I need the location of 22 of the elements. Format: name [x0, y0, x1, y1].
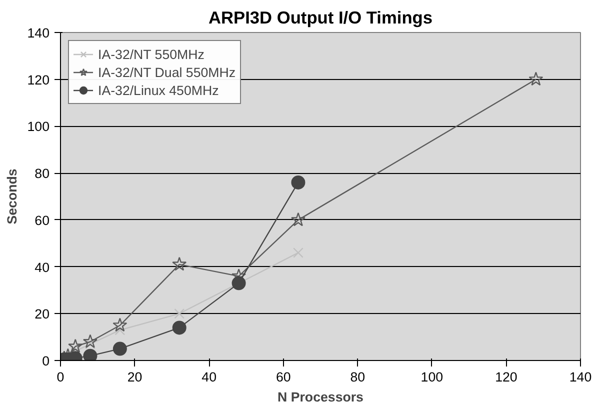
legend-label: IA-32/NT Dual 550MHz — [98, 64, 236, 81]
x-axis-title: N Processors — [278, 390, 364, 404]
x-tick-label: 40 — [202, 370, 216, 384]
y-tick-label: 140 — [27, 26, 50, 40]
y-tick-label: 60 — [34, 212, 50, 228]
y-tick-label: 100 — [27, 119, 50, 134]
y-tick-label: 40 — [34, 260, 50, 275]
x-tick-label: 20 — [127, 370, 142, 384]
y-tick-label: 0 — [42, 354, 50, 368]
x-tick-label: 120 — [495, 370, 518, 384]
x-tick-label: 140 — [569, 370, 592, 384]
legend-label: IA-32/Linux 450MHz — [98, 82, 219, 99]
x-tick-label: 100 — [420, 370, 444, 384]
chart-title: ARPI3D Output I/O Timings — [208, 8, 433, 28]
legend-label: IA-32/NT 550MHz — [98, 46, 204, 63]
y-tick-label: 80 — [34, 166, 50, 182]
x-tick-label: 0 — [56, 370, 64, 384]
x-tick-label: 80 — [350, 370, 366, 384]
y-tick-label: 20 — [34, 306, 50, 322]
y-axis-title: Seconds — [4, 168, 20, 224]
x-tick-label: 60 — [276, 370, 291, 384]
y-tick-label: 120 — [27, 72, 50, 88]
